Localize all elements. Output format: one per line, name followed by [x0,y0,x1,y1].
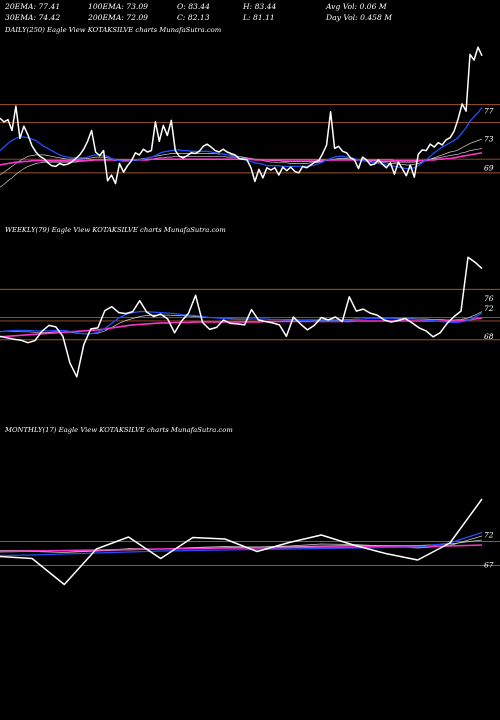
low-value: L: 81.11 [243,13,275,22]
monthly-ema-long-line [0,544,483,553]
daily-y-tick-73: 73 [484,134,494,143]
weekly-ema-long-line [0,317,483,338]
close-value: C: 82.13 [177,13,210,22]
weekly-y-tick-76: 76 [484,294,494,303]
ema30-value: 30EMA: 74.42 [5,13,61,22]
monthly-y-tick-72: 72 [484,531,494,540]
weekly-panel-label: WEEKLY(79) Eagle View KOTAKSILVE charts … [5,226,226,234]
weekly-price-line [0,256,483,378]
monthly-panel-label: MONTHLY(17) Eagle View KOTAKSILVE charts… [5,426,233,434]
day-vol-value: Day Vol: 0.458 M [326,13,393,22]
ema100-value: 100EMA: 73.09 [88,2,149,11]
daily-y-tick-77: 77 [484,106,494,115]
high-value: H: 83.44 [243,2,277,11]
weekly-y-tick-68: 68 [484,332,494,341]
monthly-ema-short-line [0,531,483,557]
monthly-y-tick-67: 67 [484,561,494,570]
daily-ema-mid-1-line [0,138,483,176]
open-value: O: 83.44 [177,2,210,11]
daily-y-tick-69: 69 [484,164,494,173]
weekly-y-tick-72: 72 [484,304,494,313]
daily-panel-label: DAILY(250) Eagle View KOTAKSILVE charts … [5,26,222,34]
daily-price-line [0,46,483,185]
monthly-price-line [0,498,483,586]
avg-vol-value: Avg Vol: 0.06 M [326,2,387,11]
ema20-value: 20EMA: 77.41 [5,2,61,11]
ema200-value: 200EMA: 72.09 [88,13,149,22]
